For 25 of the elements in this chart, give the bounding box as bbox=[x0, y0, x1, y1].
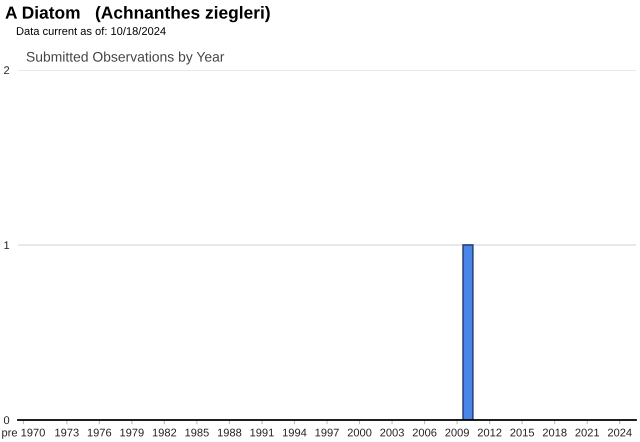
x-tick-label: pre 1970 bbox=[2, 428, 45, 439]
x-tick-label: 2009 bbox=[445, 428, 469, 436]
chart-title: A Diatom (Achnanthes ziegleri) bbox=[5, 6, 270, 22]
x-tick-label: 1994 bbox=[282, 428, 307, 436]
x-tick-label: 2000 bbox=[348, 428, 372, 436]
x-tick-label: 2024 bbox=[608, 428, 632, 436]
text: Data current as of: 10/18/2024 bbox=[16, 26, 166, 35]
x-tick-label: 1991 bbox=[250, 428, 274, 436]
x-tick-label: 1997 bbox=[315, 428, 339, 436]
x-tick-label: 2015 bbox=[510, 428, 534, 436]
y-tick-label: 1 bbox=[4, 241, 10, 250]
x-tick-label: 1979 bbox=[120, 428, 144, 436]
x-tick-label: 1973 bbox=[55, 428, 79, 436]
y-tick-label: 2 bbox=[4, 66, 10, 74]
y-tick-label: 0 bbox=[4, 416, 10, 424]
x-tick-label: 1982 bbox=[152, 428, 176, 436]
x-tick-label: 2018 bbox=[542, 428, 567, 436]
chart-subtitle: Submitted Observations by Year bbox=[26, 52, 224, 64]
x-tick-label: 2012 bbox=[478, 428, 502, 436]
x-tick-label: 1985 bbox=[185, 428, 209, 436]
x-tick-label: 1988 bbox=[218, 428, 242, 436]
x-tick-label: 1976 bbox=[88, 428, 112, 436]
x-tick-label: 2006 bbox=[412, 428, 436, 436]
x-tick-label: 2003 bbox=[380, 428, 404, 436]
x-tick-label: 2021 bbox=[575, 428, 600, 436]
